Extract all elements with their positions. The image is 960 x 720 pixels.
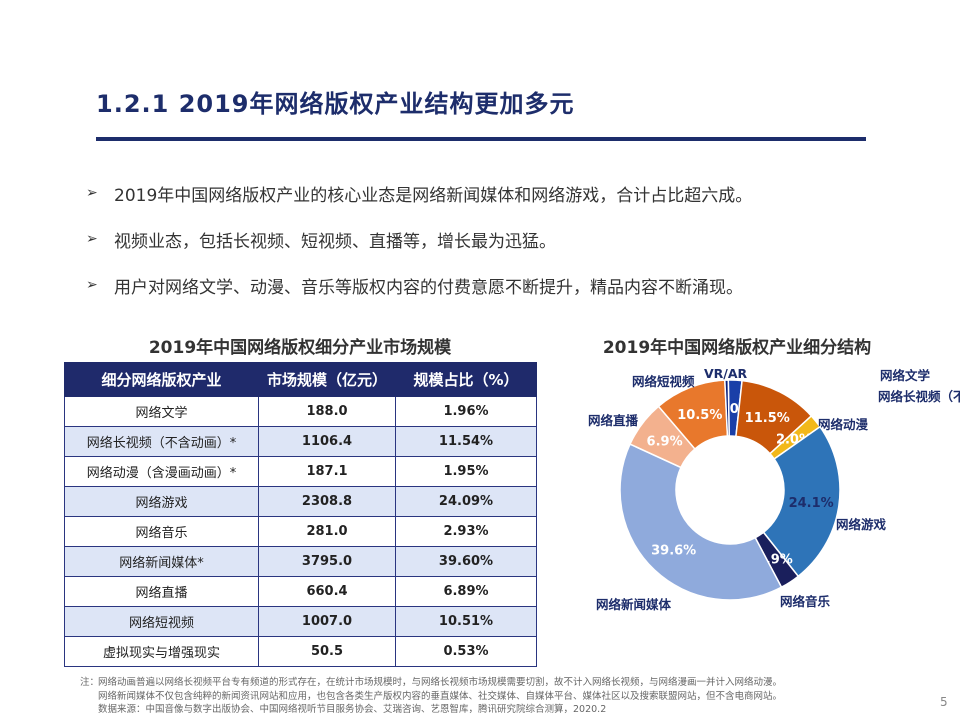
bullet-item: ➢ 2019年中国网络版权产业的核心业态是网络新闻媒体和网络游戏，合计占比超六成… xyxy=(86,170,906,216)
donut-category-label: 网络直播 xyxy=(588,413,639,428)
table-row: 网络直播 660.4 6.89% xyxy=(64,576,537,607)
table-cell: 187.1 xyxy=(258,456,396,487)
bullet-text: 2019年中国网络版权产业的核心业态是网络新闻媒体和网络游戏，合计占比超六成。 xyxy=(114,185,753,206)
table-cell: 660.4 xyxy=(258,576,396,607)
donut-category-label: 网络新闻媒体 xyxy=(596,597,672,612)
table-row: 网络新闻媒体* 3795.0 39.60% xyxy=(64,546,537,577)
data-source: 数据来源：中国音像与数字出版协会、中国网络视听节目服务协会、艾瑞咨询、艺恩智库，… xyxy=(98,704,607,715)
table-row: 网络文学 188.0 1.96% xyxy=(64,396,537,427)
table-cell: 11.54% xyxy=(395,426,537,457)
table-cell: 188.0 xyxy=(258,396,396,427)
footnote: 注： 网络动画普遍以网络长视频平台专有频道的形式存在，在统计市场规模时，与网络长… xyxy=(80,676,900,717)
page-title: 1.2.1 2019年网络版权产业结构更加多元 xyxy=(96,90,575,118)
table-header-cell: 规模占比（%） xyxy=(395,362,537,397)
donut-slice-5 xyxy=(619,443,783,601)
market-size-table: 细分网络版权产业 市场规模（亿元） 规模占比（%） 网络文学 188.0 1.9… xyxy=(64,362,537,667)
chart-title: 2019年中国网络版权产业细分结构 xyxy=(602,338,872,358)
donut-value-label: 10.5% xyxy=(677,408,722,423)
table-cell: 网络音乐 xyxy=(64,516,259,547)
donut-category-label: 网络文学 xyxy=(880,368,931,383)
table-cell: 1106.4 xyxy=(258,426,396,457)
donut-slice-8 xyxy=(724,379,730,437)
table-cell: 虚拟现实与增强现实 xyxy=(64,636,259,667)
table-cell: 39.60% xyxy=(395,546,537,577)
bullet-text: 用户对网络文学、动漫、音乐等版权内容的付费意愿不断提升，精品内容不断涌现。 xyxy=(114,277,743,298)
donut-chart: 2.0%网络文学11.5%网络长视频（不含动画）2.0%网络动漫24.1%网络游… xyxy=(588,366,960,612)
footnote-line: 网络新闻媒体不仅包含纯粹的新闻资讯网站和应用，也包含各类生产版权内容的垂直媒体、… xyxy=(98,690,783,702)
bullet-item: ➢ 视频业态，包括长视频、短视频、直播等，增长最为迅猛。 xyxy=(86,216,906,262)
table-cell: 1.96% xyxy=(395,396,537,427)
table-cell: 2.93% xyxy=(395,516,537,547)
table-cell: 50.5 xyxy=(258,636,396,667)
donut-value-label: 24.1% xyxy=(789,496,834,511)
table-row: 虚拟现实与增强现实 50.5 0.53% xyxy=(64,636,537,667)
arrow-bullet-icon: ➢ xyxy=(86,231,98,247)
table-cell: 281.0 xyxy=(258,516,396,547)
table-cell: 10.51% xyxy=(395,606,537,637)
table-cell: 网络直播 xyxy=(64,576,259,607)
donut-category-label: 网络游戏 xyxy=(836,517,887,532)
table-cell: 网络文学 xyxy=(64,396,259,427)
bullet-list: ➢ 2019年中国网络版权产业的核心业态是网络新闻媒体和网络游戏，合计占比超六成… xyxy=(86,170,906,308)
donut-value-label: 11.5% xyxy=(745,411,790,426)
donut-category-label: 网络音乐 xyxy=(780,594,831,609)
arrow-bullet-icon: ➢ xyxy=(86,277,98,293)
table-cell: 24.09% xyxy=(395,486,537,517)
table-cell: 网络新闻媒体* xyxy=(64,546,259,577)
title-divider xyxy=(96,137,866,141)
bullet-item: ➢ 用户对网络文学、动漫、音乐等版权内容的付费意愿不断提升，精品内容不断涌现。 xyxy=(86,262,906,308)
table-cell: 2308.8 xyxy=(258,486,396,517)
table-cell: 1007.0 xyxy=(258,606,396,637)
table-cell: 1.95% xyxy=(395,456,537,487)
table-row: 网络音乐 281.0 2.93% xyxy=(64,516,537,547)
footnote-line: 网络动画普遍以网络长视频平台专有频道的形式存在，在统计市场规模时，与网络长视频市… xyxy=(98,677,783,688)
donut-category-label: 网络长视频（不含动画） xyxy=(878,389,960,404)
table-cell: 网络长视频（不含动画）* xyxy=(64,426,259,457)
donut-value-label: 6.9% xyxy=(647,435,683,450)
table-cell: 网络短视频 xyxy=(64,606,259,637)
table-row: 网络短视频 1007.0 10.51% xyxy=(64,606,537,637)
table-cell: 3795.0 xyxy=(258,546,396,577)
table-title: 2019年中国网络版权细分产业市场规模 xyxy=(148,338,452,358)
donut-category-label: VR/AR xyxy=(704,366,748,381)
table-cell: 0.53% xyxy=(395,636,537,667)
page-number: 5 xyxy=(940,695,948,709)
bullet-text: 视频业态，包括长视频、短视频、直播等，增长最为迅猛。 xyxy=(114,231,556,252)
donut-value-label: 39.6% xyxy=(651,544,696,559)
arrow-bullet-icon: ➢ xyxy=(86,185,98,201)
table-row: 网络长视频（不含动画）* 1106.4 11.54% xyxy=(64,426,537,457)
table-row: 网络游戏 2308.8 24.09% xyxy=(64,486,537,517)
donut-category-label: 网络短视频 xyxy=(632,374,695,389)
donut-category-label: 网络动漫 xyxy=(818,417,869,432)
table-header-cell: 细分网络版权产业 xyxy=(64,362,259,397)
table-header-row: 细分网络版权产业 市场规模（亿元） 规模占比（%） xyxy=(64,362,537,397)
table-cell: 6.89% xyxy=(395,576,537,607)
table-cell: 网络游戏 xyxy=(64,486,259,517)
donut-slice-3 xyxy=(762,425,841,578)
table-row: 网络动漫（含漫画动画）* 187.1 1.95% xyxy=(64,456,537,487)
table-cell: 网络动漫（含漫画动画）* xyxy=(64,456,259,487)
table-header-cell: 市场规模（亿元） xyxy=(258,362,396,397)
footnote-label: 注： xyxy=(80,677,100,688)
